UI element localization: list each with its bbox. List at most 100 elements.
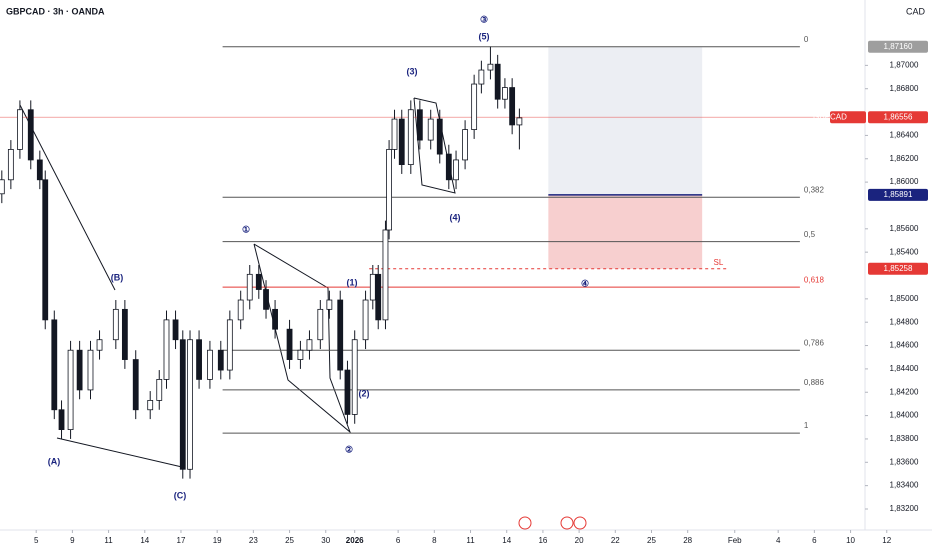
x-tick-label: 19: [213, 536, 222, 545]
wave-label: (1): [347, 277, 358, 287]
fib-label: 1: [804, 421, 809, 430]
candle-body: [427, 118, 434, 141]
candle-body: [375, 273, 382, 321]
candle-body: [494, 63, 501, 100]
candle-body: [337, 299, 344, 371]
candle-body: [453, 159, 459, 181]
y-tick-label: 1,85600: [890, 224, 919, 233]
x-tick-label: 14: [502, 536, 511, 545]
event-icon: [573, 516, 587, 530]
y-tick-label: 1,87000: [890, 60, 919, 69]
y-tick-label: 1,85400: [890, 247, 919, 256]
trend-line: [19, 104, 116, 291]
x-tick-label: 8: [432, 536, 437, 545]
target-zone: [548, 46, 703, 195]
candle-body: [255, 273, 262, 290]
x-tick-label: 25: [647, 536, 656, 545]
y-tick-label: 1,86000: [890, 177, 919, 186]
y-tick-label: 1,86200: [890, 154, 919, 163]
fib-label: 0: [804, 35, 809, 44]
wave-label: ③: [480, 14, 488, 24]
trend-line: [56, 437, 183, 468]
candle-body: [112, 308, 119, 341]
fib-label: 0,886: [804, 378, 825, 387]
candle-body: [132, 359, 139, 411]
candle-body: [27, 109, 34, 161]
price-marker-label: 1,85891: [884, 190, 913, 199]
candle-body: [172, 319, 179, 341]
x-tick-label: 11: [104, 536, 113, 545]
last-price-symbol-box: [830, 111, 866, 124]
x-tick-label: 28: [683, 536, 692, 545]
candle-body: [7, 149, 14, 181]
candle-body: [297, 349, 304, 360]
y-tick-label: 1,84200: [890, 387, 919, 396]
stop-label: SL: [714, 258, 724, 267]
candle-body: [462, 129, 468, 161]
x-tick-label: 14: [140, 536, 149, 545]
y-tick-label: 1,83200: [890, 504, 919, 513]
candle-body: [156, 379, 163, 401]
y-tick-label: 1,84400: [890, 364, 919, 373]
candle-body: [369, 273, 376, 301]
fib-label: 0,786: [804, 338, 825, 347]
wave-label: (A): [48, 456, 61, 466]
candle-body: [344, 369, 351, 415]
candle-body: [502, 87, 508, 100]
candle-body: [87, 349, 94, 391]
wave-lines: [19, 97, 456, 468]
candle-body: [351, 339, 358, 415]
fib-label: 0,618: [804, 275, 825, 284]
candle-body: [196, 339, 202, 380]
candle-body: [509, 87, 516, 126]
candle-body: [326, 299, 333, 310]
candle-body: [386, 149, 392, 231]
event-icon: [518, 516, 532, 530]
y-tick-label: 1,84800: [890, 317, 919, 326]
wave-label: (B): [111, 272, 124, 282]
x-tick-label: 6: [812, 536, 817, 545]
x-tick-label: 12: [882, 536, 891, 545]
candle-body: [51, 319, 58, 411]
candle-body: [416, 109, 423, 141]
x-tick-label: 4: [776, 536, 781, 545]
x-tick-label: 10: [846, 536, 855, 545]
x-tick-label: 25: [285, 536, 294, 545]
candle-body: [398, 118, 405, 166]
x-tick-label: Feb: [728, 536, 742, 545]
y-tick-label: 1,85000: [890, 294, 919, 303]
x-tick-label: 20: [575, 536, 584, 545]
candle-body: [445, 153, 452, 181]
candle-body: [317, 308, 324, 341]
last-price-label: 1,86556: [884, 112, 913, 121]
candle-body: [471, 83, 478, 130]
price-marker-label: 1,87160: [884, 42, 913, 51]
candle-body: [96, 339, 103, 351]
candle-body: [407, 109, 414, 166]
candle-body: [246, 273, 253, 301]
candle-body: [382, 229, 389, 321]
candle-body: [306, 339, 313, 351]
x-tick-label: 16: [538, 536, 547, 545]
x-tick-label: 9: [70, 536, 75, 545]
candle-body: [76, 349, 83, 391]
y-tick-label: 1,86800: [890, 84, 919, 93]
candle-body: [0, 179, 5, 195]
candle-body: [487, 63, 494, 71]
price-marker: [868, 262, 928, 275]
y-tick-label: 1,83800: [890, 434, 919, 443]
x-tick-label: 23: [249, 536, 258, 545]
x-tick-label: 2026: [346, 536, 364, 545]
candle-body: [263, 289, 269, 310]
fib-label: 0,382: [804, 185, 825, 194]
candle-body: [121, 308, 128, 360]
currency: CAD: [906, 6, 926, 16]
candle-body: [478, 69, 485, 85]
candle-body: [272, 308, 278, 330]
x-tick-label: 17: [177, 536, 186, 545]
candle-body: [187, 339, 193, 470]
candle-body: [58, 409, 65, 431]
symbol-title: GBPCAD · 3h · OANDA: [6, 6, 105, 16]
